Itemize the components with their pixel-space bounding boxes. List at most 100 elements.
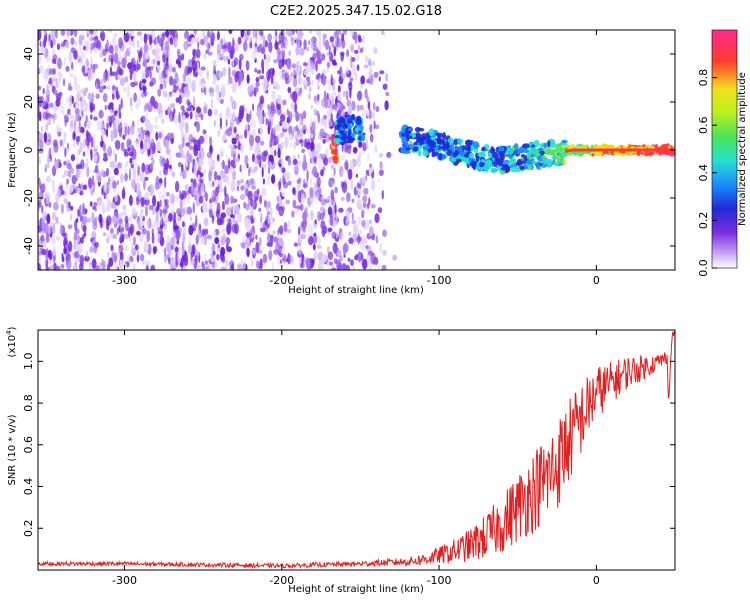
- noise-speck: [346, 49, 350, 58]
- noise-speck: [272, 218, 275, 223]
- noise-speck: [63, 56, 67, 67]
- noise-speck: [283, 125, 290, 130]
- noise-speck: [108, 102, 114, 108]
- noise-speck: [368, 165, 372, 176]
- noise-speck: [106, 47, 110, 53]
- noise-speck: [316, 176, 321, 188]
- noise-speck: [296, 184, 301, 190]
- noise-speck: [114, 153, 117, 163]
- noise-speck: [66, 159, 71, 164]
- noise-speck: [284, 111, 288, 116]
- noise-speck: [221, 134, 227, 142]
- colorbar-ticks: 0.0 0.2 0.4 0.6 0.8: [697, 69, 717, 277]
- noise-speck: [119, 212, 124, 218]
- noise-speck: [267, 103, 270, 111]
- noise-speck: [164, 176, 167, 189]
- noise-speck: [55, 30, 58, 39]
- noise-speck: [230, 180, 236, 192]
- noise-speck: [95, 93, 100, 99]
- noise-speck: [287, 111, 293, 123]
- noise-speck: [280, 113, 286, 122]
- noise-speck: [112, 122, 117, 131]
- noise-speck: [316, 143, 322, 152]
- noise-speck: [262, 253, 268, 264]
- noise-speck: [159, 72, 165, 84]
- noise-speck: [319, 212, 325, 221]
- noise-speck: [369, 163, 372, 168]
- noise-speck: [291, 110, 297, 117]
- noise-speck: [349, 87, 352, 99]
- noise-speck: [195, 48, 201, 59]
- noise-speck: [244, 129, 248, 139]
- noise-speck: [90, 136, 94, 149]
- signal-blob: [514, 143, 519, 150]
- noise-speck: [350, 181, 354, 191]
- noise-speck: [361, 258, 368, 270]
- noise-speck: [170, 193, 175, 205]
- noise-speck: [221, 83, 226, 94]
- y-tick-label: 0.2: [22, 520, 35, 538]
- noise-speck: [273, 81, 278, 88]
- signal-blob: [358, 130, 362, 134]
- noise-speck: [220, 38, 224, 47]
- noise-speck: [280, 141, 285, 147]
- noise-speck: [246, 112, 249, 122]
- signal-blob: [421, 135, 426, 142]
- noise-speck: [211, 98, 213, 110]
- noise-speck: [74, 40, 78, 47]
- noise-speck: [204, 134, 208, 144]
- noise-speck: [168, 151, 172, 163]
- noise-speck: [341, 181, 348, 194]
- noise-speck: [38, 54, 42, 65]
- noise-speck: [107, 70, 110, 82]
- noise-speck: [60, 105, 65, 116]
- noise-speck: [129, 124, 135, 136]
- noise-speck: [98, 109, 104, 119]
- noise-speck: [155, 49, 160, 58]
- noise-speck: [86, 157, 89, 168]
- noise-speck: [359, 104, 364, 111]
- noise-speck: [247, 190, 253, 200]
- noise-speck: [287, 220, 291, 228]
- noise-speck: [200, 66, 206, 71]
- noise-speck: [366, 108, 370, 118]
- noise-speck: [73, 230, 78, 241]
- noise-speck: [84, 120, 87, 128]
- noise-speck: [170, 93, 175, 98]
- noise-speck: [228, 66, 231, 79]
- noise-speck: [231, 37, 235, 50]
- noise-speck: [212, 73, 217, 86]
- noise-speck: [144, 176, 149, 181]
- noise-speck: [163, 90, 168, 98]
- noise-speck: [98, 264, 103, 270]
- noise-speck: [331, 207, 336, 220]
- noise-speck: [151, 232, 155, 244]
- noise-speck: [286, 30, 290, 36]
- noise-speck: [75, 112, 81, 123]
- noise-speck: [255, 81, 260, 87]
- noise-speck: [321, 228, 326, 236]
- noise-speck: [188, 133, 194, 145]
- noise-speck: [337, 236, 339, 242]
- noise-speck: [377, 207, 383, 214]
- noise-speck: [215, 186, 219, 192]
- noise-speck: [177, 161, 182, 168]
- signal-blob: [522, 148, 530, 153]
- noise-speck: [136, 31, 142, 36]
- noise-speck: [106, 128, 108, 138]
- noise-speck: [268, 166, 271, 175]
- noise-speck: [56, 43, 61, 51]
- signal-blob: [503, 159, 510, 165]
- noise-speck: [108, 176, 111, 185]
- noise-speck: [128, 194, 133, 206]
- noise-speck: [307, 233, 311, 238]
- noise-speck: [174, 180, 180, 193]
- noise-speck: [138, 52, 141, 63]
- noise-speck: [120, 226, 123, 237]
- noise-speck: [111, 89, 117, 95]
- noise-speck: [198, 196, 204, 204]
- noise-speck: [203, 53, 207, 60]
- noise-speck: [126, 236, 133, 242]
- noise-speck: [139, 132, 143, 141]
- colorbar-tick-label: 0.8: [697, 69, 710, 87]
